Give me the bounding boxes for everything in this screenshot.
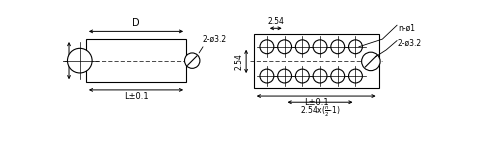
Text: L±0.1: L±0.1 <box>124 92 148 101</box>
Text: 2.54: 2.54 <box>235 53 244 70</box>
Text: 2.54x($\frac{n}{2}$-1): 2.54x($\frac{n}{2}$-1) <box>300 105 341 119</box>
Circle shape <box>331 40 345 54</box>
Circle shape <box>278 69 291 83</box>
Circle shape <box>362 52 380 71</box>
Circle shape <box>278 40 291 54</box>
Circle shape <box>295 40 309 54</box>
Text: D: D <box>132 18 140 28</box>
Circle shape <box>313 40 327 54</box>
Circle shape <box>295 69 309 83</box>
Text: L±0.1: L±0.1 <box>304 98 328 107</box>
Circle shape <box>260 40 274 54</box>
Circle shape <box>349 40 362 54</box>
Circle shape <box>68 48 92 73</box>
Text: 2-ø3.2: 2-ø3.2 <box>398 39 422 48</box>
Text: n-ø1: n-ø1 <box>398 24 415 33</box>
Text: 0: 0 <box>70 61 78 66</box>
Circle shape <box>331 69 345 83</box>
Circle shape <box>260 69 274 83</box>
Text: 9+0.2: 9+0.2 <box>70 55 90 60</box>
Circle shape <box>349 69 362 83</box>
Text: 2-ø3.2: 2-ø3.2 <box>203 35 227 44</box>
Text: 2.54: 2.54 <box>267 17 284 26</box>
Bar <box>254 34 379 88</box>
Circle shape <box>313 69 327 83</box>
Bar <box>86 39 186 82</box>
Circle shape <box>184 53 200 68</box>
